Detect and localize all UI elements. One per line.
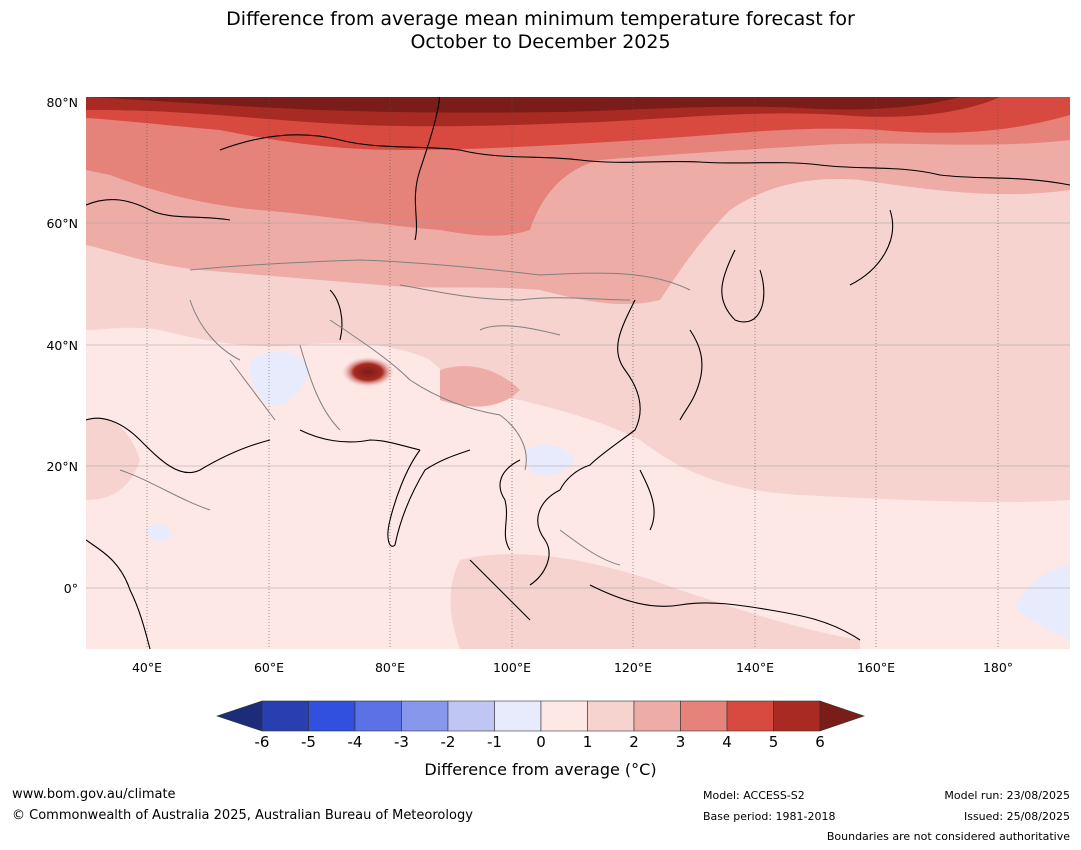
- lat-label-80n: 80°N: [46, 95, 78, 110]
- lon-label-80e: 80°E: [374, 660, 406, 675]
- colorbar-swatch: [494, 700, 542, 732]
- colorbar-tick-label: 1: [582, 733, 593, 751]
- colorbar-swatch: [401, 700, 449, 732]
- footer-model-run: Model run: 23/08/2025: [944, 789, 1070, 802]
- title-line-2: October to December 2025: [410, 31, 671, 53]
- colorbar-swatch: [447, 700, 495, 732]
- chart-title: Difference from average mean minimum tem…: [0, 8, 1081, 54]
- lon-label-100e: 100°E: [492, 660, 531, 675]
- title-line-1: Difference from average mean minimum tem…: [226, 8, 855, 30]
- colorbar-swatch: [680, 700, 728, 732]
- colorbar-swatch: [354, 700, 402, 732]
- lat-label-20n: 20°N: [46, 459, 78, 474]
- colorbar-tick-label: -1: [487, 733, 502, 751]
- colorbar-swatch: [773, 700, 821, 732]
- lat-label-equator: 0°: [63, 581, 78, 596]
- colorbar-tick-label: -4: [347, 733, 363, 751]
- lon-label-140e: 140°E: [735, 660, 774, 675]
- colorbar: [216, 700, 865, 732]
- colorbar-swatch: [540, 700, 588, 732]
- colorbar-tick-label: 5: [768, 733, 779, 751]
- footer-disclaimer: Boundaries are not considered authoritat…: [826, 830, 1070, 843]
- colorbar-tick-label: 6: [815, 733, 825, 751]
- anomaly-1-2-arabia: [86, 417, 140, 500]
- anomaly-neg-pacific: [1015, 565, 1070, 640]
- colorbar-tick-label: -2: [440, 733, 456, 751]
- anomaly-neg-africa: [145, 524, 172, 542]
- coastlines: [86, 97, 1070, 649]
- colorbar-swatch: [726, 700, 774, 732]
- colorbar-tick-label: 0: [536, 733, 546, 751]
- colorbar-tick-label: 3: [675, 733, 686, 751]
- lon-label-180: 180°: [982, 660, 1014, 675]
- lon-label-160e: 160°E: [856, 660, 895, 675]
- footer-model: Model: ACCESS-S2: [703, 789, 805, 802]
- footer-issued: Issued: 25/08/2025: [963, 810, 1070, 823]
- anomaly-hotspot: [342, 357, 394, 387]
- anomaly-neg-indochina: [525, 444, 575, 476]
- colorbar-tick-label: 2: [629, 733, 639, 751]
- map-field: [86, 97, 1070, 649]
- colorbar-tick-label: -6: [254, 733, 270, 751]
- lat-label-60n: 60°N: [46, 216, 78, 231]
- anomaly-neg-afghanistan: [249, 351, 310, 406]
- colorbar-swatch: [308, 700, 356, 732]
- colorbar-swatch: [633, 700, 681, 732]
- colorbar-extend-low: [216, 700, 263, 732]
- colorbar-title: Difference from average (°C): [424, 760, 657, 779]
- lon-label-60e: 60°E: [253, 660, 285, 675]
- footer-website[interactable]: www.bom.gov.au/climate: [12, 787, 176, 802]
- country-borders: [119, 259, 691, 566]
- lon-label-120e: 120°E: [613, 660, 652, 675]
- colorbar-tick-label: -3: [394, 733, 409, 751]
- anomaly-1-2-maritime: [450, 554, 860, 649]
- anomaly-2-3-tibet: [440, 366, 520, 407]
- footer-copyright: © Commonwealth of Australia 2025, Austra…: [12, 808, 473, 823]
- lat-label-40n: 40°N: [46, 338, 78, 353]
- footer-base-period: Base period: 1981-2018: [703, 810, 836, 823]
- colorbar-swatch: [261, 700, 309, 732]
- colorbar-tick-label: 4: [722, 733, 732, 751]
- colorbar-extend-high: [819, 700, 865, 732]
- latitude-gridlines: [86, 222, 1070, 589]
- colorbar-tick-label: -5: [301, 733, 316, 751]
- longitude-gridlines: [146, 97, 999, 649]
- lon-label-40e: 40°E: [131, 660, 163, 675]
- colorbar-swatch: [587, 700, 635, 732]
- anomaly-above-6: [90, 97, 960, 113]
